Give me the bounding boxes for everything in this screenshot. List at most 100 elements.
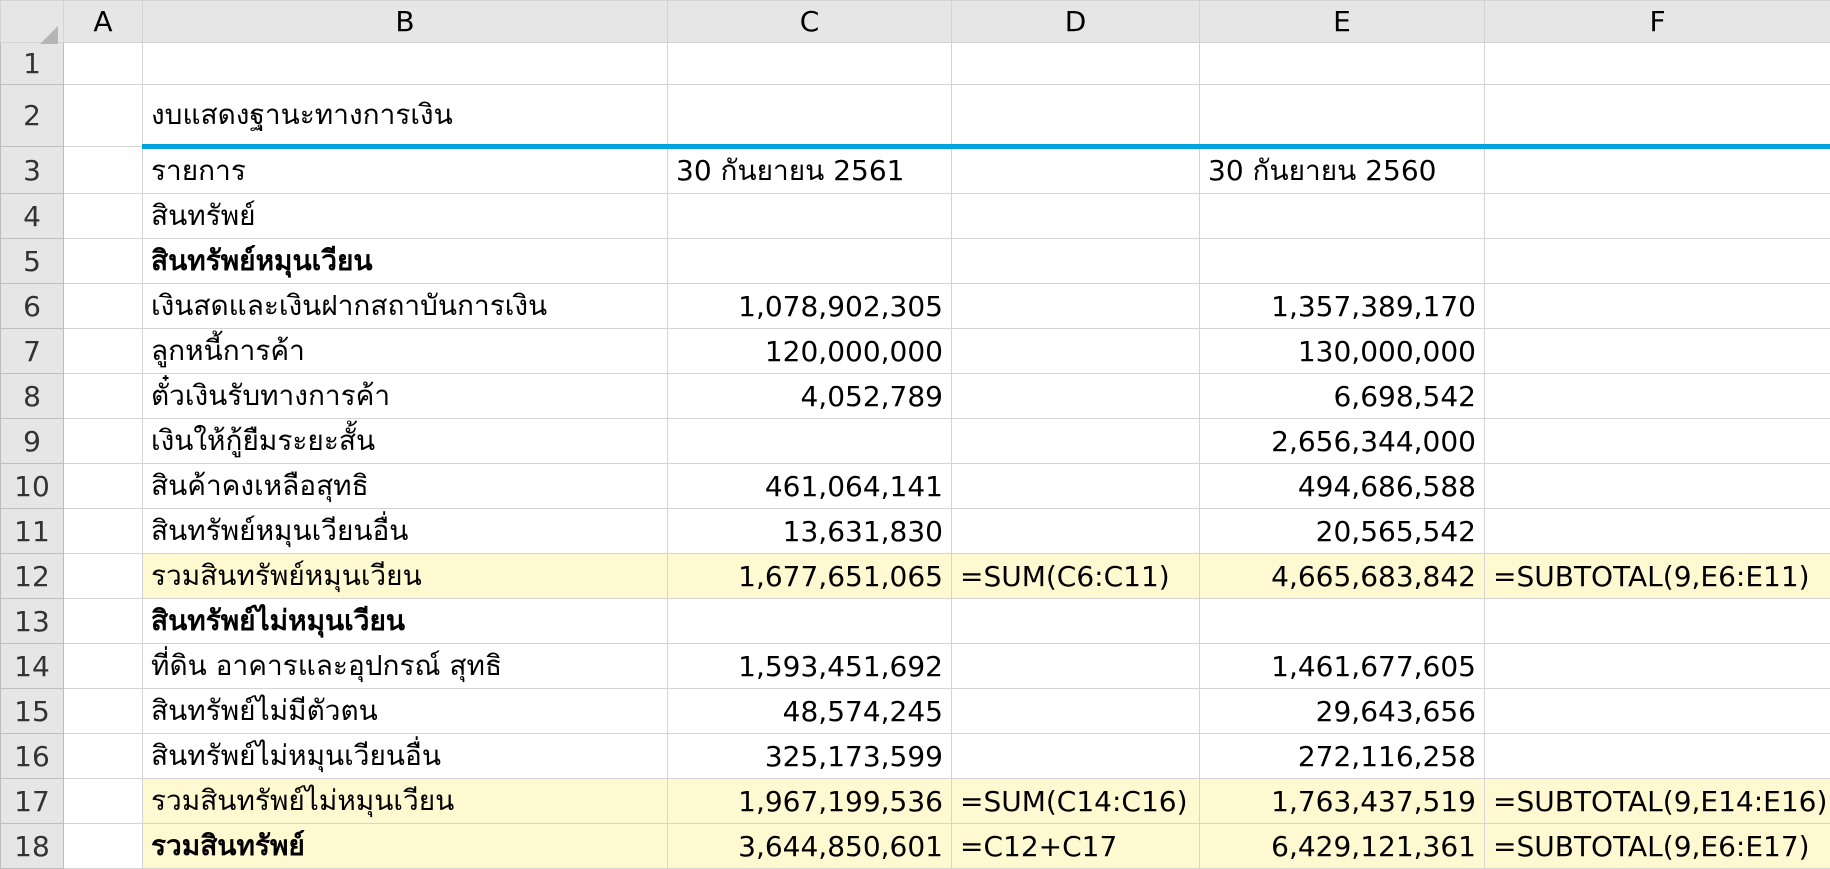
cell-d[interactable] — [952, 85, 1200, 147]
formula-cell-d[interactable]: =C12+C17 — [952, 824, 1200, 869]
cell-a[interactable] — [64, 43, 143, 85]
cell-f[interactable] — [1485, 509, 1830, 554]
formula-cell-f[interactable]: =SUBTOTAL(9,E6:E11) — [1485, 554, 1830, 599]
row-header[interactable]: 10 — [1, 464, 64, 509]
row-header[interactable]: 13 — [1, 599, 64, 644]
cell-d[interactable] — [952, 329, 1200, 374]
cell-e[interactable]: 494,686,588 — [1200, 464, 1485, 509]
cell-e[interactable] — [1200, 85, 1485, 147]
cell-e[interactable]: 6,698,542 — [1200, 374, 1485, 419]
cell-e[interactable]: 2,656,344,000 — [1200, 419, 1485, 464]
cell-b[interactable]: รวมสินทรัพย์ไม่หมุนเวียน — [143, 779, 668, 824]
cell-f[interactable] — [1485, 85, 1830, 147]
row-header[interactable]: 7 — [1, 329, 64, 374]
cell-d[interactable] — [952, 374, 1200, 419]
cell-f[interactable] — [1485, 239, 1830, 284]
cell-d[interactable] — [952, 43, 1200, 85]
cell-b[interactable]: รวมสินทรัพย์ — [143, 824, 668, 869]
cell-e[interactable]: 20,565,542 — [1200, 509, 1485, 554]
cell-a[interactable] — [64, 509, 143, 554]
cell-a[interactable] — [64, 464, 143, 509]
column-header-d[interactable]: D — [952, 1, 1200, 43]
cell-a[interactable] — [64, 85, 143, 147]
column-header-c[interactable]: C — [668, 1, 952, 43]
cell-b[interactable]: สินค้าคงเหลือสุทธิ — [143, 464, 668, 509]
cell-b[interactable]: เงินให้กู้ยืมระยะสั้น — [143, 419, 668, 464]
row-header[interactable]: 5 — [1, 239, 64, 284]
cell-e[interactable]: 272,116,258 — [1200, 734, 1485, 779]
cell-d[interactable] — [952, 194, 1200, 239]
formula-cell-d[interactable]: =SUM(C6:C11) — [952, 554, 1200, 599]
row-header[interactable]: 8 — [1, 374, 64, 419]
row-header[interactable]: 3 — [1, 147, 64, 194]
cell-c[interactable]: 13,631,830 — [668, 509, 952, 554]
cell-c[interactable]: 30 กันยายน 2561 — [668, 147, 952, 194]
cell-d[interactable] — [952, 509, 1200, 554]
formula-cell-d[interactable]: =SUM(C14:C16) — [952, 779, 1200, 824]
cell-e[interactable]: 1,357,389,170 — [1200, 284, 1485, 329]
cell-a[interactable] — [64, 779, 143, 824]
cell-a[interactable] — [64, 239, 143, 284]
row-header[interactable]: 14 — [1, 644, 64, 689]
cell-d[interactable] — [952, 689, 1200, 734]
cell-c[interactable] — [668, 43, 952, 85]
cell-b[interactable] — [143, 43, 668, 85]
cell-a[interactable] — [64, 374, 143, 419]
cell-b[interactable]: รายการ — [143, 147, 668, 194]
cell-a[interactable] — [64, 599, 143, 644]
cell-e[interactable] — [1200, 194, 1485, 239]
cell-b[interactable]: ลูกหนี้การค้า — [143, 329, 668, 374]
cell-e[interactable]: 1,763,437,519 — [1200, 779, 1485, 824]
cell-b[interactable]: สินทรัพย์ — [143, 194, 668, 239]
cell-a[interactable] — [64, 194, 143, 239]
cell-a[interactable] — [64, 689, 143, 734]
cell-f[interactable] — [1485, 734, 1830, 779]
cell-b[interactable]: ตั๋วเงินรับทางการค้า — [143, 374, 668, 419]
cell-c[interactable]: 461,064,141 — [668, 464, 952, 509]
cell-d[interactable] — [952, 464, 1200, 509]
cell-a[interactable] — [64, 147, 143, 194]
cell-e[interactable] — [1200, 43, 1485, 85]
column-header-e[interactable]: E — [1200, 1, 1485, 43]
row-header[interactable]: 15 — [1, 689, 64, 734]
cell-d[interactable] — [952, 599, 1200, 644]
cell-b[interactable]: ที่ดิน อาคารและอุปกรณ์ สุทธิ — [143, 644, 668, 689]
cell-a[interactable] — [64, 284, 143, 329]
cell-d[interactable] — [952, 147, 1200, 194]
cell-d[interactable] — [952, 734, 1200, 779]
row-header[interactable]: 11 — [1, 509, 64, 554]
cell-e[interactable]: 4,665,683,842 — [1200, 554, 1485, 599]
cell-c[interactable]: 1,593,451,692 — [668, 644, 952, 689]
cell-e[interactable] — [1200, 599, 1485, 644]
cell-e[interactable]: 130,000,000 — [1200, 329, 1485, 374]
cell-b[interactable]: สินทรัพย์หมุนเวียน — [143, 239, 668, 284]
cell-c[interactable]: 48,574,245 — [668, 689, 952, 734]
row-header[interactable]: 17 — [1, 779, 64, 824]
cell-f[interactable] — [1485, 147, 1830, 194]
column-header-f[interactable]: F — [1485, 1, 1830, 43]
cell-f[interactable] — [1485, 329, 1830, 374]
column-header-b[interactable]: B — [143, 1, 668, 43]
cell-d[interactable] — [952, 284, 1200, 329]
cell-c[interactable]: 325,173,599 — [668, 734, 952, 779]
cell-c[interactable] — [668, 194, 952, 239]
cell-a[interactable] — [64, 419, 143, 464]
cell-f[interactable] — [1485, 599, 1830, 644]
cell-c[interactable]: 4,052,789 — [668, 374, 952, 419]
cell-d[interactable] — [952, 239, 1200, 284]
cell-c[interactable]: 1,677,651,065 — [668, 554, 952, 599]
cell-c[interactable]: 1,967,199,536 — [668, 779, 952, 824]
formula-cell-f[interactable]: =SUBTOTAL(9,E14:E16) — [1485, 779, 1830, 824]
cell-b[interactable]: สินทรัพย์ไม่มีตัวตน — [143, 689, 668, 734]
row-header[interactable]: 2 — [1, 85, 64, 147]
cell-f[interactable] — [1485, 464, 1830, 509]
cell-a[interactable] — [64, 734, 143, 779]
cell-f[interactable] — [1485, 374, 1830, 419]
cell-c[interactable]: 120,000,000 — [668, 329, 952, 374]
cell-a[interactable] — [64, 554, 143, 599]
sheet-title-cell[interactable]: งบแสดงฐานะทางการเงิน — [143, 85, 668, 147]
row-header[interactable]: 18 — [1, 824, 64, 869]
cell-b[interactable]: รวมสินทรัพย์หมุนเวียน — [143, 554, 668, 599]
cell-a[interactable] — [64, 824, 143, 869]
cell-e[interactable] — [1200, 239, 1485, 284]
